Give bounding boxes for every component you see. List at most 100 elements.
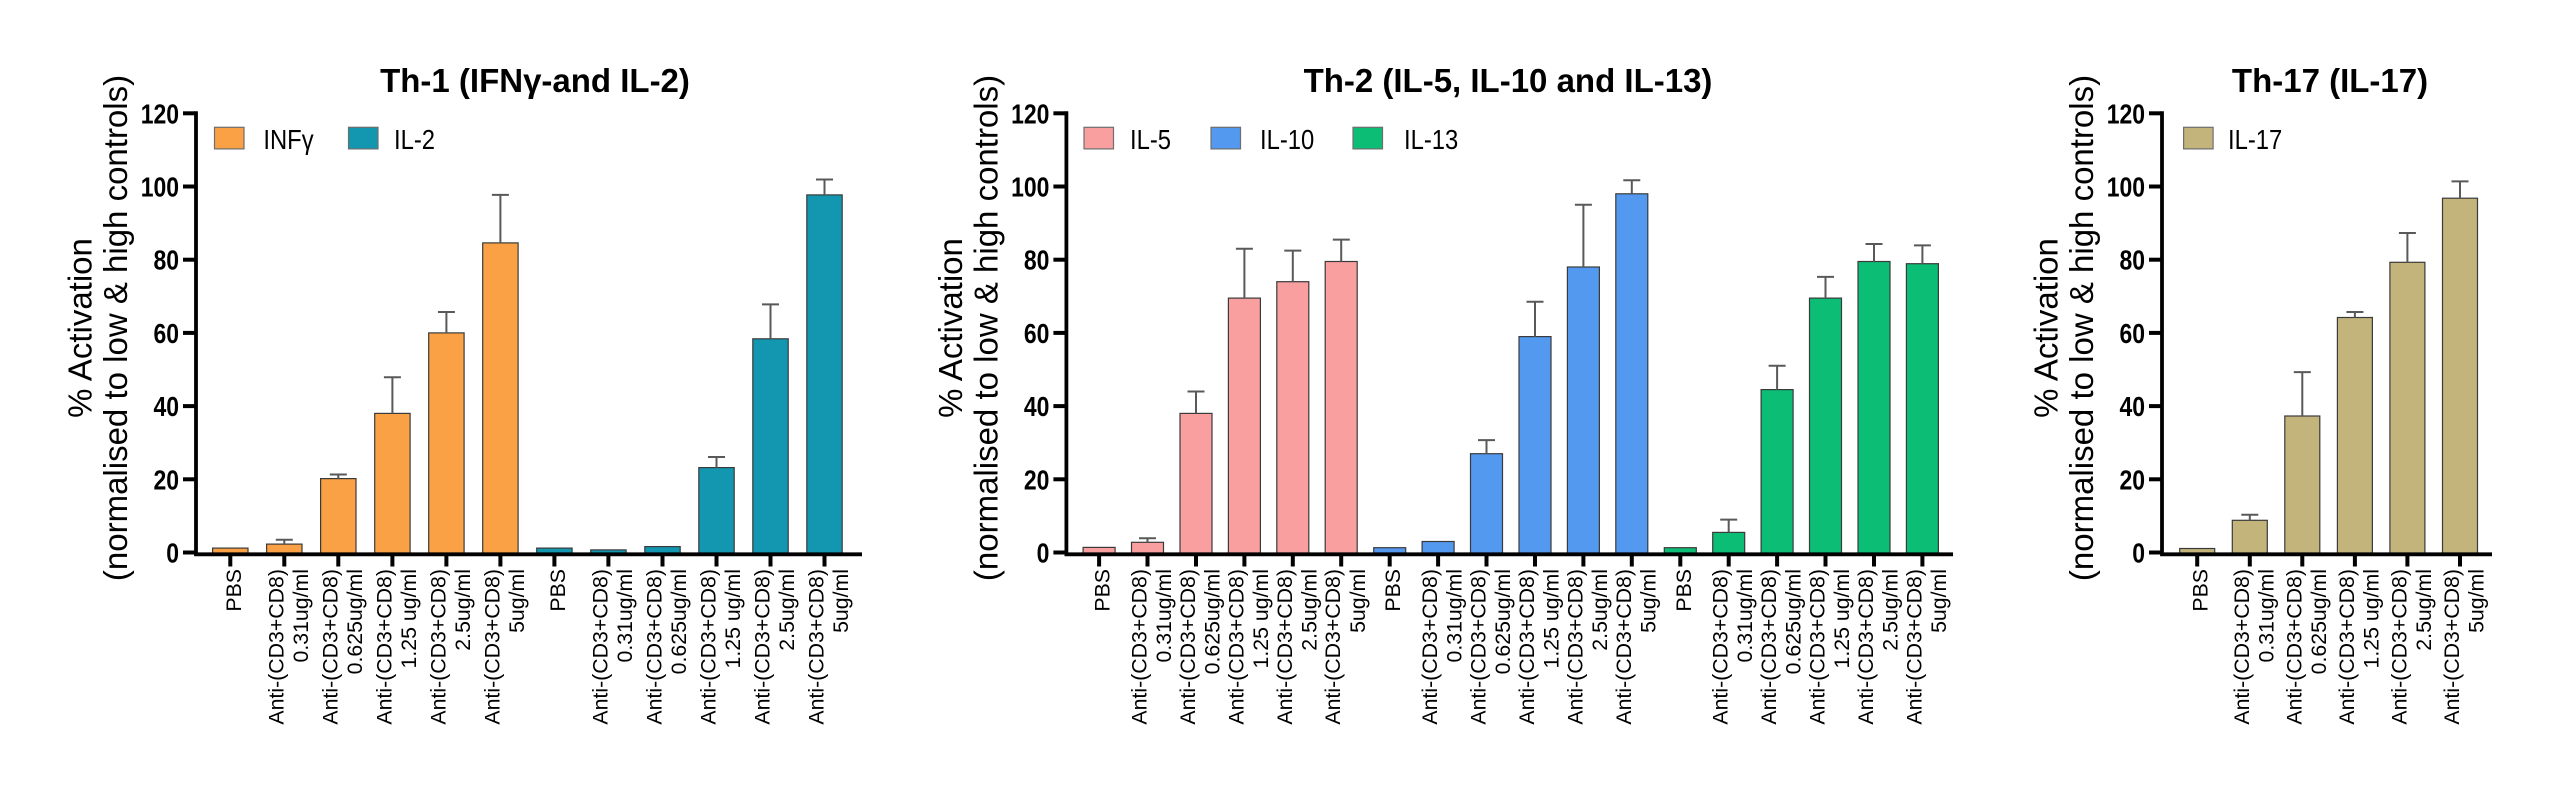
svg-text:Anti-(CD3+CD8): Anti-(CD3+CD8): [264, 569, 288, 725]
svg-text:Anti-(CD3+CD8): Anti-(CD3+CD8): [1128, 569, 1152, 725]
svg-text:0.625ug/ml: 0.625ug/ml: [667, 569, 691, 674]
svg-text:PBS: PBS: [1381, 569, 1405, 612]
svg-text:(normalised to low & high cont: (normalised to low & high controls): [2063, 75, 2100, 581]
svg-text:Anti-(CD3+CD8): Anti-(CD3+CD8): [2230, 569, 2254, 725]
svg-text:PBS: PBS: [1672, 569, 1696, 612]
svg-text:Anti-(CD3+CD8): Anti-(CD3+CD8): [2335, 569, 2359, 725]
svg-text:Anti-(CD3+CD8): Anti-(CD3+CD8): [1515, 569, 1539, 725]
svg-text:Anti-(CD3+CD8): Anti-(CD3+CD8): [2282, 569, 2306, 725]
svg-text:80: 80: [153, 246, 179, 277]
svg-text:Anti-(CD3+CD8): Anti-(CD3+CD8): [805, 569, 829, 725]
svg-text:2.5ug/ml: 2.5ug/ml: [775, 569, 799, 651]
svg-text:100: 100: [1011, 172, 1049, 203]
svg-text:0.625ug/ml: 0.625ug/ml: [1201, 569, 1225, 674]
svg-text:% Activation: % Activation: [62, 238, 99, 418]
svg-text:Anti-(CD3+CD8): Anti-(CD3+CD8): [1224, 569, 1248, 725]
svg-text:INFγ: INFγ: [263, 123, 313, 155]
svg-text:Anti-(CD3+CD8): Anti-(CD3+CD8): [1467, 569, 1491, 725]
svg-text:% Activation: % Activation: [932, 238, 969, 418]
svg-text:100: 100: [2107, 172, 2145, 203]
svg-text:5ug/ml: 5ug/ml: [505, 569, 529, 633]
svg-text:IL-17: IL-17: [2228, 123, 2282, 155]
svg-text:20: 20: [1024, 465, 1050, 496]
svg-text:0.625ug/ml: 0.625ug/ml: [343, 569, 367, 674]
svg-text:1.25 ug/ml: 1.25 ug/ml: [1540, 569, 1564, 668]
svg-text:40: 40: [1024, 392, 1050, 423]
svg-text:Anti-(CD3+CD8): Anti-(CD3+CD8): [1709, 569, 1733, 725]
svg-text:Anti-(CD3+CD8): Anti-(CD3+CD8): [1176, 569, 1200, 725]
svg-text:Th-2 (IL-5, IL-10 and IL-13): Th-2 (IL-5, IL-10 and IL-13): [1304, 62, 1713, 99]
svg-text:0.31ug/ml: 0.31ug/ml: [2254, 569, 2278, 663]
svg-text:Anti-(CD3+CD8): Anti-(CD3+CD8): [588, 569, 612, 725]
svg-text:2.5ug/ml: 2.5ug/ml: [1879, 569, 1903, 651]
svg-text:5ug/ml: 5ug/ml: [2465, 569, 2489, 633]
svg-text:PBS: PBS: [1091, 569, 1115, 612]
svg-text:0.625ug/ml: 0.625ug/ml: [1782, 569, 1806, 674]
svg-text:100: 100: [141, 172, 179, 203]
svg-text:0.31ug/ml: 0.31ug/ml: [1152, 569, 1176, 663]
svg-text:Anti-(CD3+CD8): Anti-(CD3+CD8): [1612, 569, 1636, 725]
svg-text:Th-1 (IFNγ-and IL-2): Th-1 (IFNγ-and IL-2): [380, 62, 690, 99]
svg-text:2.5ug/ml: 2.5ug/ml: [1588, 569, 1612, 651]
svg-text:0: 0: [166, 538, 179, 569]
svg-text:80: 80: [2119, 246, 2145, 277]
svg-text:2.5ug/ml: 2.5ug/ml: [2412, 569, 2436, 651]
svg-text:PBS: PBS: [546, 569, 570, 612]
svg-text:Anti-(CD3+CD8): Anti-(CD3+CD8): [1273, 569, 1297, 725]
svg-text:120: 120: [141, 99, 179, 130]
svg-text:PBS: PBS: [2189, 569, 2213, 612]
svg-text:PBS: PBS: [222, 569, 246, 612]
svg-text:0: 0: [2132, 538, 2145, 569]
svg-text:120: 120: [1011, 99, 1049, 130]
svg-text:0.31ug/ml: 0.31ug/ml: [289, 569, 313, 663]
svg-text:Anti-(CD3+CD8): Anti-(CD3+CD8): [1418, 569, 1442, 725]
svg-text:Anti-(CD3+CD8): Anti-(CD3+CD8): [2387, 569, 2411, 725]
svg-text:Anti-(CD3+CD8): Anti-(CD3+CD8): [697, 569, 721, 725]
svg-text:Anti-(CD3+CD8): Anti-(CD3+CD8): [751, 569, 775, 725]
svg-text:0.31ug/ml: 0.31ug/ml: [1443, 569, 1467, 663]
svg-text:Anti-(CD3+CD8): Anti-(CD3+CD8): [1757, 569, 1781, 725]
svg-text:Anti-(CD3+CD8): Anti-(CD3+CD8): [1563, 569, 1587, 725]
svg-text:80: 80: [1024, 246, 1050, 277]
svg-text:2.5ug/ml: 2.5ug/ml: [1297, 569, 1321, 651]
svg-text:60: 60: [153, 319, 179, 350]
svg-text:2.5ug/ml: 2.5ug/ml: [451, 569, 475, 651]
svg-text:1.25 ug/ml: 1.25 ug/ml: [1830, 569, 1854, 668]
svg-text:5ug/ml: 5ug/ml: [1636, 569, 1660, 633]
svg-text:1.25 ug/ml: 1.25 ug/ml: [2359, 569, 2383, 668]
svg-text:% Activation: % Activation: [2028, 238, 2065, 418]
svg-text:120: 120: [2107, 99, 2145, 130]
svg-text:0.31ug/ml: 0.31ug/ml: [1733, 569, 1757, 663]
svg-text:Anti-(CD3+CD8): Anti-(CD3+CD8): [1902, 569, 1926, 725]
svg-text:Anti-(CD3+CD8): Anti-(CD3+CD8): [1854, 569, 1878, 725]
svg-text:IL-10: IL-10: [1260, 123, 1314, 155]
svg-text:60: 60: [1024, 319, 1050, 350]
svg-text:5ug/ml: 5ug/ml: [1927, 569, 1951, 633]
svg-text:1.25 ug/ml: 1.25 ug/ml: [397, 569, 421, 668]
svg-text:5ug/ml: 5ug/ml: [1346, 569, 1370, 633]
svg-text:IL-13: IL-13: [1404, 123, 1458, 155]
svg-text:0: 0: [1037, 538, 1050, 569]
svg-text:20: 20: [2119, 465, 2145, 496]
svg-text:40: 40: [153, 392, 179, 423]
svg-text:(normalised to low & high cont: (normalised to low & high controls): [967, 75, 1004, 581]
svg-text:IL-2: IL-2: [394, 123, 435, 155]
svg-text:Anti-(CD3+CD8): Anti-(CD3+CD8): [643, 569, 667, 725]
svg-text:1.25 ug/ml: 1.25 ug/ml: [721, 569, 745, 668]
svg-text:Anti-(CD3+CD8): Anti-(CD3+CD8): [372, 569, 396, 725]
svg-text:1.25 ug/ml: 1.25 ug/ml: [1249, 569, 1273, 668]
svg-text:IL-5: IL-5: [1130, 123, 1171, 155]
svg-text:Th-17 (IL-17): Th-17 (IL-17): [2232, 62, 2428, 99]
svg-text:Anti-(CD3+CD8): Anti-(CD3+CD8): [1806, 569, 1830, 725]
svg-text:0.625ug/ml: 0.625ug/ml: [1491, 569, 1515, 674]
svg-text:5ug/ml: 5ug/ml: [829, 569, 853, 633]
svg-text:20: 20: [153, 465, 179, 496]
svg-text:60: 60: [2119, 319, 2145, 350]
svg-text:Anti-(CD3+CD8): Anti-(CD3+CD8): [318, 569, 342, 725]
svg-text:Anti-(CD3+CD8): Anti-(CD3+CD8): [2440, 569, 2464, 725]
svg-text:0.625ug/ml: 0.625ug/ml: [2307, 569, 2331, 674]
svg-text:Anti-(CD3+CD8): Anti-(CD3+CD8): [426, 569, 450, 725]
svg-text:Anti-(CD3+CD8): Anti-(CD3+CD8): [480, 569, 504, 725]
svg-text:(normalised to low & high cont: (normalised to low & high controls): [97, 75, 134, 581]
svg-text:Anti-(CD3+CD8): Anti-(CD3+CD8): [1321, 569, 1345, 725]
